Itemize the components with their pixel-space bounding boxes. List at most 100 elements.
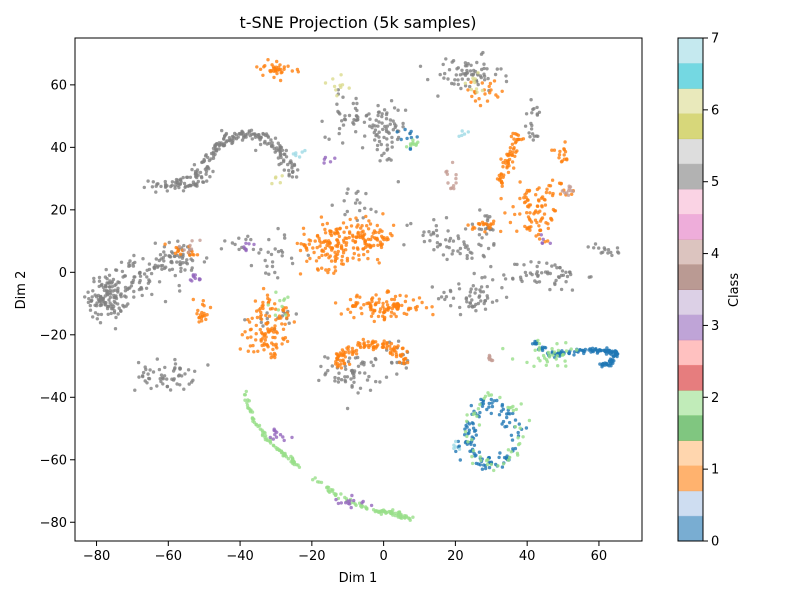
- scatter-point: [345, 346, 349, 350]
- scatter-point: [285, 339, 290, 344]
- scatter-point: [559, 287, 564, 292]
- scatter-point: [335, 357, 340, 362]
- scatter-point: [499, 175, 503, 180]
- scatter-point: [333, 250, 337, 254]
- scatter-point: [601, 250, 605, 254]
- scatter-point: [335, 102, 339, 106]
- scatter-point: [105, 289, 109, 293]
- scatter-point: [343, 212, 347, 217]
- scatter-point: [317, 378, 321, 383]
- scatter-point: [348, 310, 353, 314]
- scatter-point: [352, 251, 356, 256]
- scatter-point: [344, 501, 348, 505]
- scatter-point: [393, 294, 398, 299]
- scatter-point: [496, 464, 500, 468]
- scatter-point: [114, 268, 119, 272]
- scatter-point: [368, 117, 372, 121]
- scatter-point: [196, 179, 200, 184]
- scatter-point: [333, 301, 338, 305]
- scatter-point: [380, 112, 384, 116]
- scatter-point: [98, 321, 103, 325]
- scatter-point: [145, 381, 149, 385]
- scatter-point: [326, 270, 330, 275]
- scatter-point: [266, 303, 270, 307]
- scatter-point: [528, 135, 532, 139]
- scatter-point: [188, 175, 193, 179]
- scatter-point: [149, 271, 154, 276]
- scatter-point: [392, 106, 397, 110]
- scatter-point: [343, 114, 347, 118]
- scatter-point: [270, 260, 275, 264]
- scatter-point: [323, 227, 327, 232]
- scatter-point: [358, 386, 363, 390]
- scatter-point: [516, 430, 520, 435]
- colorbar: 0 1 2 3 4 5 6 7: [677, 32, 719, 550]
- scatter-point: [385, 300, 389, 304]
- scatter-point: [375, 238, 380, 242]
- scatter-point: [119, 292, 123, 296]
- scatter-point: [470, 421, 474, 425]
- scatter-point: [479, 227, 484, 232]
- scatter-point: [389, 310, 394, 314]
- scatter-point: [495, 177, 500, 181]
- scatter-point: [411, 138, 415, 142]
- scatter-point: [389, 99, 394, 103]
- scatter-point: [470, 256, 474, 260]
- scatter-point: [396, 302, 400, 306]
- scatter-point: [349, 224, 354, 228]
- scatter-point: [435, 241, 440, 245]
- scatter-point: [336, 380, 341, 384]
- scatter-point: [443, 297, 447, 302]
- scatter-point: [262, 341, 266, 346]
- scatter-point: [500, 286, 504, 290]
- scatter-point: [154, 190, 158, 194]
- scatter-point: [400, 346, 405, 351]
- scatter-point: [99, 312, 104, 317]
- scatter-point: [586, 245, 590, 249]
- scatter-point: [465, 434, 469, 439]
- scatter-point: [396, 510, 401, 514]
- scatter-point: [350, 346, 355, 351]
- scatter-point: [379, 245, 384, 250]
- scatter-point: [453, 78, 457, 82]
- scatter-point: [217, 147, 221, 151]
- scatter-point: [246, 234, 250, 238]
- scatter-point: [476, 82, 480, 87]
- scatter-point: [396, 513, 400, 518]
- scatter-point: [350, 368, 354, 373]
- scatter-point: [187, 382, 191, 386]
- scatter-point: [471, 449, 476, 453]
- scatter-point: [589, 275, 593, 279]
- scatter-point: [529, 98, 533, 102]
- scatter-point: [445, 257, 449, 262]
- scatter-point: [471, 284, 475, 288]
- scatter-point: [294, 175, 299, 179]
- scatter-point: [90, 295, 94, 299]
- scatter-point: [95, 301, 99, 305]
- scatter-point: [274, 342, 278, 346]
- scatter-point: [201, 180, 205, 184]
- scatter-point: [520, 279, 524, 284]
- scatter-point: [493, 72, 498, 77]
- scatter-point: [450, 252, 454, 256]
- scatter-point: [532, 107, 536, 111]
- scatter-point: [335, 94, 339, 98]
- scatter-point: [261, 430, 265, 434]
- scatter-point: [466, 440, 470, 444]
- scatter-point: [537, 260, 541, 265]
- scatter-point: [103, 300, 107, 305]
- scatter-point: [204, 153, 208, 157]
- scatter-point: [405, 136, 409, 141]
- scatter-point: [478, 455, 482, 459]
- scatter-point: [512, 166, 516, 170]
- scatter-point: [430, 305, 434, 309]
- scatter-point: [513, 141, 518, 145]
- scatter-point: [268, 441, 273, 445]
- scatter-point: [392, 312, 396, 316]
- scatter-point: [390, 297, 394, 302]
- scatter-point: [281, 159, 286, 164]
- scatter-point: [190, 266, 194, 270]
- scatter-point: [279, 248, 283, 253]
- scatter-point: [575, 348, 579, 352]
- scatter-point: [385, 158, 389, 162]
